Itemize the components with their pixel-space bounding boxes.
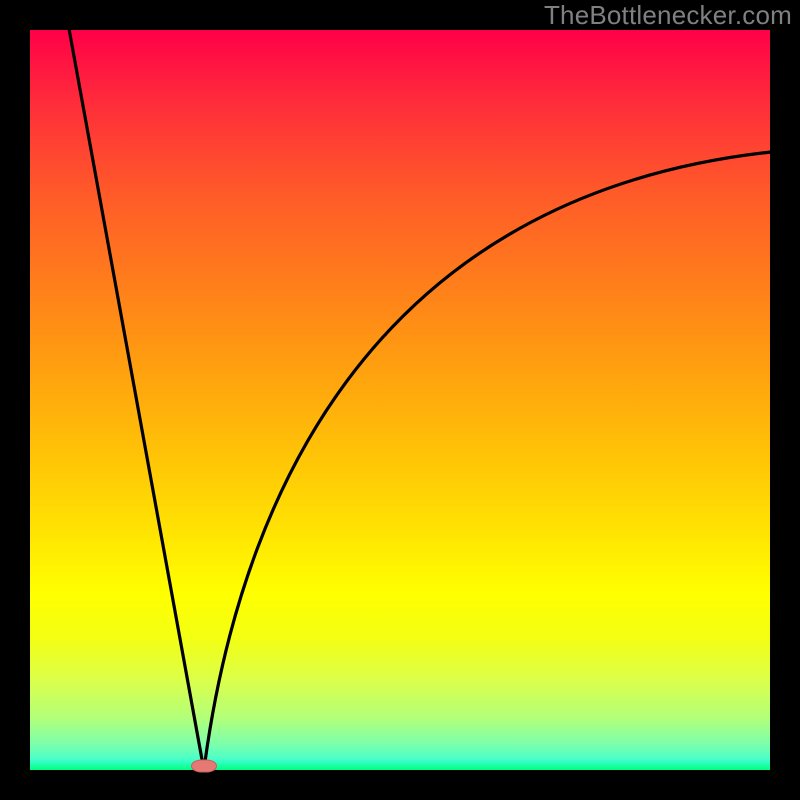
watermark-text: TheBottlenecker.com xyxy=(544,0,792,31)
chart-container: { "watermark": { "text": "TheBottlenecke… xyxy=(0,0,800,800)
bottleneck-curve xyxy=(0,0,800,800)
apex-marker xyxy=(191,760,217,773)
